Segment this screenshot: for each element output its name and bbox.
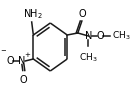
Text: N: N	[18, 56, 26, 66]
Text: +: +	[25, 51, 31, 58]
Text: CH$_3$: CH$_3$	[79, 51, 98, 63]
Text: N: N	[85, 31, 92, 41]
Text: NH$_2$: NH$_2$	[23, 7, 42, 21]
Text: $^{-}$: $^{-}$	[0, 48, 7, 58]
Text: O: O	[78, 9, 86, 19]
Text: CH$_3$: CH$_3$	[112, 30, 131, 42]
Text: O: O	[20, 75, 27, 85]
Text: O: O	[7, 56, 14, 66]
Text: O: O	[96, 31, 104, 41]
